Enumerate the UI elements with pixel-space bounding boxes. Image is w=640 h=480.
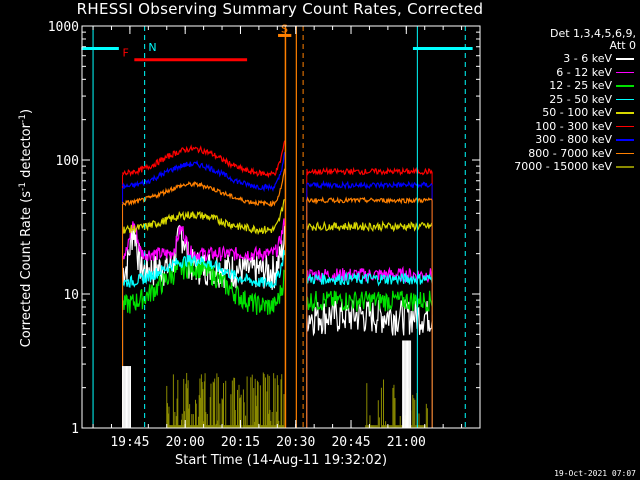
legend-label: 6 - 12 keV	[556, 65, 612, 79]
legend-entry: 100 - 300 keV	[484, 120, 636, 134]
x-tick-label: 20:45	[331, 435, 370, 450]
legend-label: 50 - 100 keV	[542, 106, 612, 119]
legend-detectors: Det 1,3,4,5,6,9,	[549, 27, 636, 40]
flag-label-F: F	[123, 47, 129, 60]
legend-entry: 300 - 800 keV	[484, 133, 636, 147]
footer-timestamp: 19-Oct-2021 07:07	[554, 469, 636, 478]
legend-entry: 6 - 12 keV	[484, 66, 636, 80]
series-line-b-0	[306, 299, 433, 337]
legend-swatch	[616, 98, 634, 100]
legend-label: 12 - 25 keV	[549, 79, 612, 92]
saa-boundary-left	[284, 26, 287, 428]
legend-swatch	[616, 166, 634, 168]
series-line-a-7	[122, 168, 286, 208]
legend-swatch	[616, 125, 634, 127]
series-line-a-6	[121, 151, 286, 193]
legend-entry: 800 - 7000 keV	[484, 147, 636, 161]
legend-entry: 3 - 6 keV	[484, 52, 636, 66]
x-tick-label: 20:30	[276, 435, 315, 450]
x-tick-label: 21:00	[387, 435, 426, 450]
legend-swatch	[616, 112, 634, 114]
chart-title: RHESSI Observing Summary Count Rates, Co…	[76, 0, 484, 18]
legend-entry: 12 - 25 keV	[484, 79, 636, 93]
legend-attenuator: Att 0	[609, 39, 636, 52]
series-line-a-1	[121, 218, 286, 262]
legend-label: 100 - 300 keV	[535, 119, 612, 133]
series-line-b-6	[306, 179, 433, 190]
y-axis-label: Corrected Count Rate (s-1 detector-1)	[17, 108, 35, 348]
legend-swatch	[616, 71, 634, 73]
legend-label: 3 - 6 keV	[563, 52, 612, 65]
y-tick-label: 1	[71, 422, 79, 437]
legend-swatch	[616, 139, 634, 141]
x-tick-label: 20:00	[166, 435, 205, 450]
y-tick-label: 1000	[48, 20, 79, 35]
series-line-b-4	[306, 220, 433, 233]
legend: Det 1,3,4,5,6,9, Att 0 3 - 6 keV 6 - 12 k…	[484, 28, 636, 174]
x-axis-label: Start Time (14-Aug-11 19:32:02)	[174, 453, 388, 468]
saa-boundary-right	[295, 26, 297, 428]
y-tick-label: 100	[56, 154, 79, 169]
axis-layer: 19:45 20:00 20:15 20:30 20:45 21:00 1 10 100 1000	[48, 20, 481, 450]
x-tick-label: 19:45	[110, 435, 149, 450]
series-line-a-3	[121, 250, 286, 289]
legend-entry: 25 - 50 keV	[484, 93, 636, 107]
series-line-a-5	[121, 140, 286, 179]
data-layer: N F S	[81, 22, 473, 428]
legend-swatch	[616, 58, 634, 60]
series-line-b-2	[306, 290, 433, 312]
legend-label: 7000 - 15000 keV	[514, 160, 612, 173]
legend-entry: 7000 - 15000 keV	[484, 160, 636, 174]
y-tick-label: 10	[63, 288, 79, 303]
x-tick-label: 20:15	[221, 435, 260, 450]
legend-label: 25 - 50 keV	[549, 92, 612, 106]
legend-swatch	[616, 85, 634, 87]
series-line-b-3	[306, 271, 433, 287]
legend-label: 800 - 7000 keV	[528, 146, 612, 160]
legend-label: 300 - 800 keV	[535, 133, 612, 146]
plot-frame	[81, 25, 481, 429]
flag-label-S: S	[281, 22, 288, 35]
flag-label-N: N	[148, 41, 156, 54]
legend-entry: 50 - 100 keV	[484, 106, 636, 120]
series-line-a-4	[122, 198, 286, 236]
legend-swatch	[616, 152, 634, 154]
series-line-b-5	[306, 166, 433, 176]
series-line-b-7	[306, 196, 433, 205]
